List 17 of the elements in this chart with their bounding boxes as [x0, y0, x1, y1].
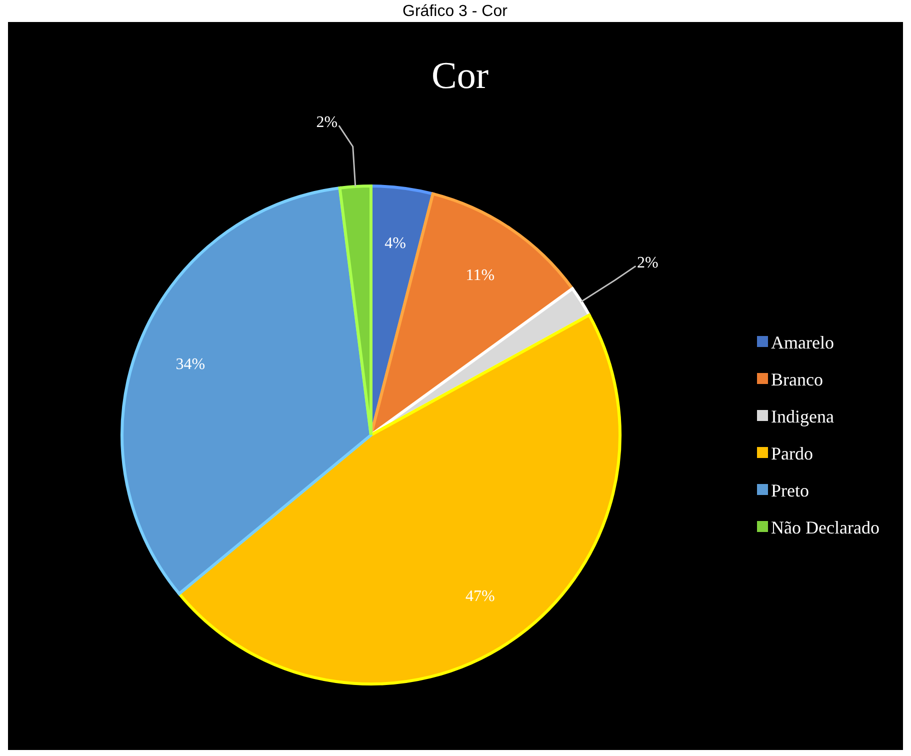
legend-label: Preto	[771, 480, 809, 500]
legend-label: Amarelo	[771, 332, 834, 352]
data-label: 34%	[176, 356, 206, 374]
pie-slice	[178, 314, 622, 686]
chart-title: Gráfico 3 - Cor	[402, 3, 508, 20]
data-label: 2%	[637, 254, 658, 272]
data-label: 4%	[384, 234, 406, 252]
data-label: 11%	[466, 266, 495, 284]
legend-label: Pardo	[771, 443, 813, 464]
pie-slice	[120, 186, 372, 596]
pie-slice	[338, 184, 372, 436]
legend-label: Branco	[771, 369, 823, 390]
legend-label: Indigena	[771, 406, 834, 426]
legend-label: Não Declarado	[771, 517, 880, 538]
data-label: 47%	[466, 588, 495, 606]
chart-subtitle: Cor	[432, 55, 489, 97]
data-label: 2%	[316, 114, 338, 132]
